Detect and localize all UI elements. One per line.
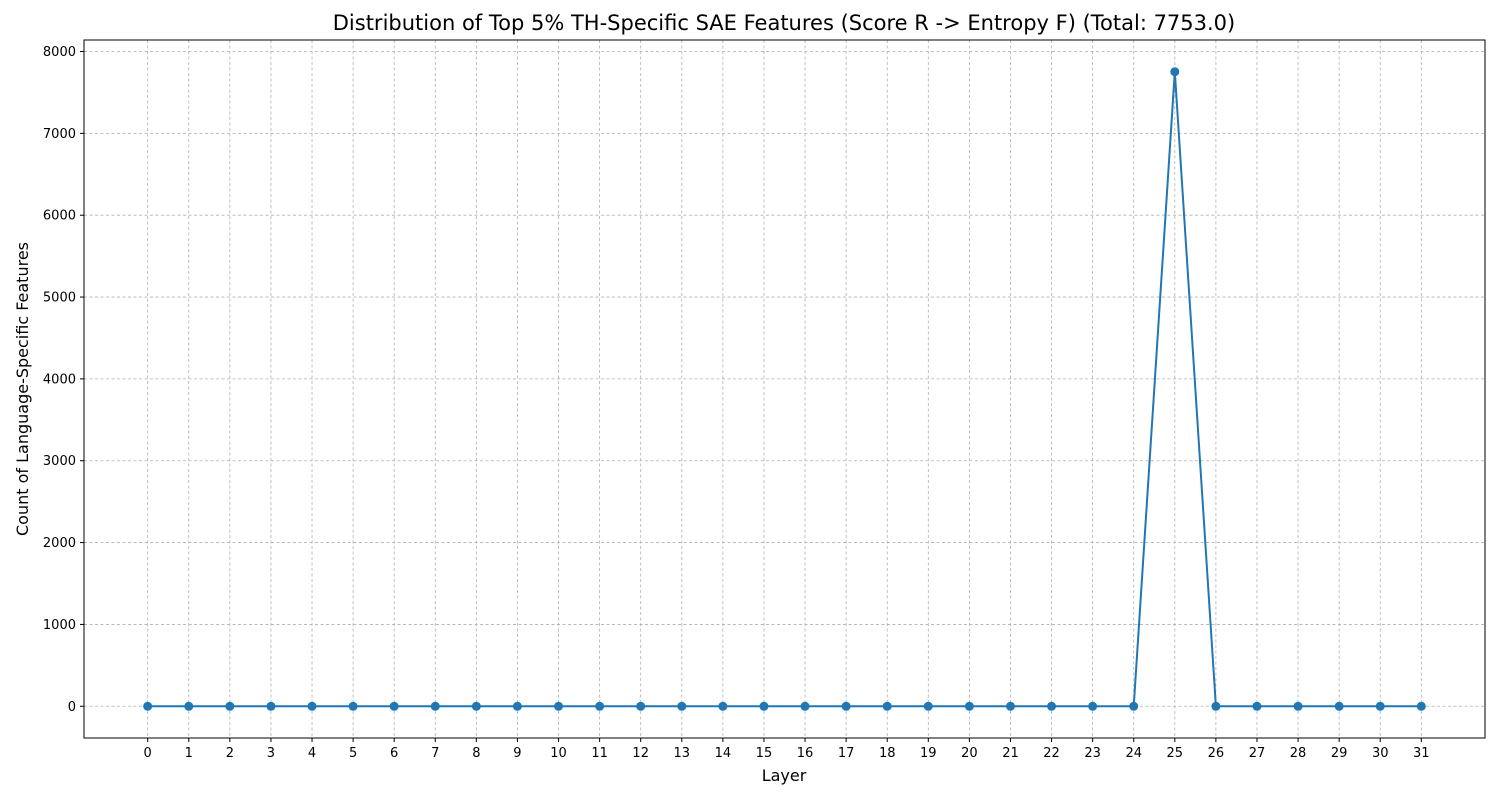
x-tick-label: 8 — [472, 746, 480, 761]
data-point — [841, 701, 851, 711]
y-tick-label: 0 — [68, 700, 76, 715]
plot-frame — [83, 39, 1486, 739]
x-tick-label: 23 — [1084, 746, 1101, 761]
data-point — [225, 701, 235, 711]
y-tick-label: 1000 — [43, 618, 76, 633]
x-tick-label: 24 — [1125, 746, 1142, 761]
x-tick-label: 9 — [513, 746, 521, 761]
data-point — [1293, 701, 1303, 711]
data-point — [348, 701, 358, 711]
data-point — [389, 701, 399, 711]
x-tick-label: 15 — [756, 746, 773, 761]
x-tick-label: 31 — [1413, 746, 1430, 761]
x-tick-label: 3 — [267, 746, 275, 761]
data-point — [512, 701, 522, 711]
x-tick-label: 29 — [1331, 746, 1348, 761]
data-point — [143, 701, 153, 711]
x-tick-label: 1 — [185, 746, 193, 761]
x-tick-label: 7 — [431, 746, 439, 761]
x-tick-label: 13 — [674, 746, 691, 761]
data-point — [1170, 67, 1180, 77]
x-tick-label: 28 — [1290, 746, 1307, 761]
series-line — [147, 71, 1422, 708]
data-point — [636, 701, 646, 711]
y-tick-label: 7000 — [43, 127, 76, 142]
x-tick-label: 12 — [632, 746, 649, 761]
x-tick-label: 21 — [1002, 746, 1019, 761]
data-point — [595, 701, 605, 711]
x-tick-label: 27 — [1249, 746, 1266, 761]
x-tick-label: 26 — [1208, 746, 1225, 761]
x-tick-label: 18 — [879, 746, 896, 761]
y-tick-label: 3000 — [43, 454, 76, 469]
data-point — [1088, 701, 1098, 711]
x-tick-label: 19 — [920, 746, 937, 761]
data-point — [1416, 701, 1426, 711]
chart-title: Distribution of Top 5% TH-Specific SAE F… — [333, 11, 1236, 35]
y-tick-label: 4000 — [43, 372, 76, 387]
series-layer — [143, 67, 1426, 711]
x-tick-label: 10 — [550, 746, 567, 761]
data-point — [759, 701, 769, 711]
data-point — [1334, 701, 1344, 711]
y-tick-label: 8000 — [43, 45, 76, 60]
x-tick-label: 11 — [591, 746, 608, 761]
data-point — [923, 701, 933, 711]
data-point — [1211, 701, 1221, 711]
x-tick-label: 5 — [349, 746, 357, 761]
data-point — [430, 701, 440, 711]
y-tick-label: 6000 — [43, 209, 76, 224]
data-point — [266, 701, 276, 711]
x-tick-label: 0 — [144, 746, 152, 761]
y-tick-label: 5000 — [43, 291, 76, 306]
data-point — [1375, 701, 1385, 711]
data-point — [800, 701, 810, 711]
data-point — [718, 701, 728, 711]
x-tick-label: 6 — [390, 746, 398, 761]
x-tick-label: 14 — [715, 746, 732, 761]
data-point — [964, 701, 974, 711]
y-axis-label: Count of Language-Specific Features — [13, 242, 32, 536]
x-axis: 0 1 2 3 4 5 6 7 8 9 10 11 12 13 14 15 16 17 18 19 20 21 22 23 24… — [144, 738, 1430, 761]
data-point — [1252, 701, 1262, 711]
x-tick-label: 17 — [838, 746, 855, 761]
x-tick-label: 16 — [797, 746, 814, 761]
x-tick-label: 20 — [961, 746, 978, 761]
data-point — [184, 701, 194, 711]
x-tick-label: 2 — [226, 746, 234, 761]
x-tick-label: 30 — [1372, 746, 1389, 761]
grid-lines — [84, 40, 1485, 738]
data-point — [554, 701, 564, 711]
x-tick-label: 4 — [308, 746, 316, 761]
data-point — [882, 701, 892, 711]
data-point — [1005, 701, 1015, 711]
data-point — [1047, 701, 1057, 711]
x-axis-label: Layer — [762, 766, 807, 785]
x-tick-label: 22 — [1043, 746, 1060, 761]
y-tick-label: 2000 — [43, 536, 76, 551]
data-point — [307, 701, 317, 711]
y-axis: 0 1000 2000 3000 4000 5000 6000 7000 8000 — [43, 45, 84, 715]
data-point — [1129, 701, 1139, 711]
data-point — [677, 701, 687, 711]
x-tick-label: 25 — [1167, 746, 1184, 761]
data-point — [471, 701, 481, 711]
